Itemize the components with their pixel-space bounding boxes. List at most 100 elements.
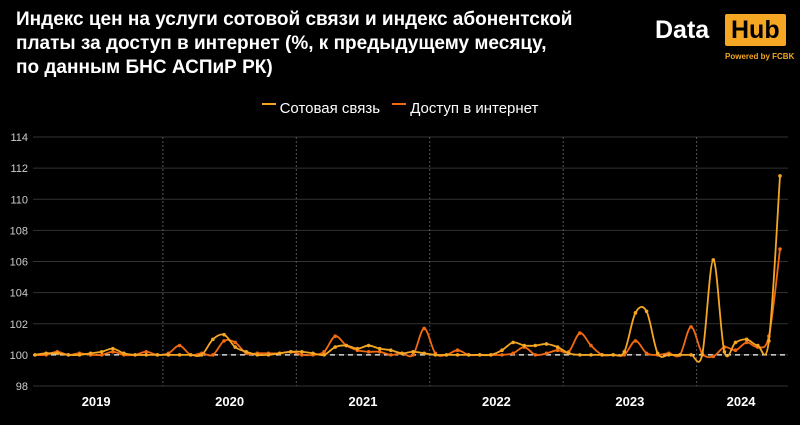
legend-item-internet: Доступ в интернет	[392, 100, 538, 117]
data-point-mobile	[311, 351, 315, 356]
legend-label-mobile: Сотовая связь	[279, 100, 381, 117]
data-point-mobile	[199, 353, 204, 357]
data-point-mobile	[377, 346, 382, 351]
data-point-mobile	[255, 353, 260, 357]
data-point-mobile	[711, 258, 716, 262]
data-point-mobile	[644, 309, 649, 314]
data-point-mobile	[111, 346, 115, 351]
data-point-mobile	[744, 337, 749, 342]
data-point-mobile	[222, 332, 226, 337]
data-point-internet	[555, 348, 560, 353]
chart-title-line-1: Индекс цен на услуги сотовой связи и инд…	[16, 9, 573, 30]
data-point-mobile	[678, 353, 682, 357]
data-point-mobile	[244, 349, 249, 354]
data-point-mobile	[522, 343, 527, 348]
data-point-mobile	[477, 353, 482, 357]
data-point-mobile	[55, 351, 60, 356]
data-point-internet	[366, 349, 371, 354]
data-point-mobile	[689, 353, 693, 357]
data-point-internet	[711, 354, 716, 359]
data-point-mobile	[266, 353, 271, 357]
data-point-mobile	[778, 174, 782, 178]
data-point-internet	[300, 353, 304, 357]
logo-powered-text: Powered by FCBK	[725, 52, 795, 61]
data-point-mobile	[389, 348, 393, 353]
data-point-internet	[644, 351, 649, 356]
x-year-label: 2023	[615, 394, 644, 409]
data-point-mobile	[433, 353, 438, 357]
legend-swatch-mobile	[261, 103, 276, 106]
data-point-internet	[233, 340, 237, 345]
data-point-mobile	[444, 353, 449, 357]
data-point-internet	[211, 353, 215, 357]
data-point-mobile	[322, 353, 326, 357]
data-point-internet	[744, 340, 749, 345]
data-point-internet	[544, 351, 549, 356]
data-point-internet	[422, 326, 426, 331]
data-point-internet	[389, 353, 393, 357]
data-point-internet	[144, 349, 148, 354]
data-point-internet	[222, 339, 226, 343]
data-point-mobile	[400, 351, 404, 356]
data-point-mobile	[600, 353, 604, 357]
data-point-mobile	[133, 353, 137, 357]
series-line-mobile	[34, 175, 781, 363]
y-tick-label: 108	[10, 225, 28, 237]
y-tick-label: 114	[10, 132, 28, 144]
data-point-mobile	[633, 311, 638, 315]
chart-title-line-3: по данным БНС АСПиР РК)	[16, 57, 273, 78]
data-point-mobile	[300, 349, 304, 354]
data-point-mobile	[333, 345, 338, 349]
data-point-mobile	[578, 353, 582, 357]
logo-hub-text: Hub	[725, 14, 786, 46]
data-point-mobile	[533, 343, 538, 348]
data-point-mobile	[511, 340, 515, 345]
data-point-mobile	[277, 351, 282, 356]
legend-label-internet: Доступ в интернет	[410, 100, 539, 117]
data-point-internet	[322, 349, 326, 354]
data-point-internet	[689, 325, 693, 329]
line-chart: 98 100 102 104 106 108 110 112 114 2019 2020 2021 20…	[10, 132, 788, 409]
data-point-mobile	[411, 349, 415, 354]
data-point-mobile	[233, 345, 237, 349]
series-line-internet	[34, 248, 781, 359]
data-point-mobile	[722, 349, 727, 354]
x-year-label: 2021	[349, 394, 378, 409]
data-point-mobile	[211, 337, 215, 342]
data-point-internet	[455, 348, 460, 353]
data-point-mobile	[767, 339, 771, 343]
data-point-mobile	[155, 353, 160, 357]
legend-swatch-internet	[392, 103, 407, 106]
data-point-mobile	[188, 353, 193, 357]
data-point-internet	[633, 339, 638, 343]
data-point-mobile	[667, 353, 671, 357]
data-point-internet	[99, 353, 104, 357]
datahub-logo: Data Hub Powered by FCBK	[655, 14, 794, 64]
data-point-mobile	[422, 351, 426, 356]
data-point-mobile	[355, 346, 360, 351]
data-point-mobile	[177, 353, 182, 357]
x-year-label: 2020	[215, 394, 244, 409]
data-point-mobile	[366, 343, 371, 348]
data-point-internet	[578, 331, 582, 335]
x-year-label: 2019	[82, 394, 111, 409]
data-point-mobile	[566, 351, 571, 356]
y-tick-label: 104	[10, 288, 28, 300]
logo-data-text: Data	[655, 16, 710, 44]
data-point-mobile	[344, 343, 349, 348]
data-point-internet	[411, 353, 415, 357]
data-point-mobile	[44, 351, 48, 356]
y-tick-label: 98	[16, 381, 28, 393]
data-point-mobile	[33, 353, 37, 357]
data-point-mobile	[455, 353, 460, 357]
data-point-mobile	[466, 353, 471, 357]
y-tick-label: 100	[10, 350, 28, 362]
data-point-internet	[589, 343, 593, 348]
data-point-mobile	[88, 351, 93, 356]
y-tick-label: 102	[10, 319, 28, 331]
data-point-mobile	[655, 351, 660, 356]
data-point-mobile	[122, 351, 126, 356]
data-point-mobile	[144, 353, 148, 357]
data-point-internet	[333, 334, 338, 338]
data-point-mobile	[166, 353, 171, 357]
